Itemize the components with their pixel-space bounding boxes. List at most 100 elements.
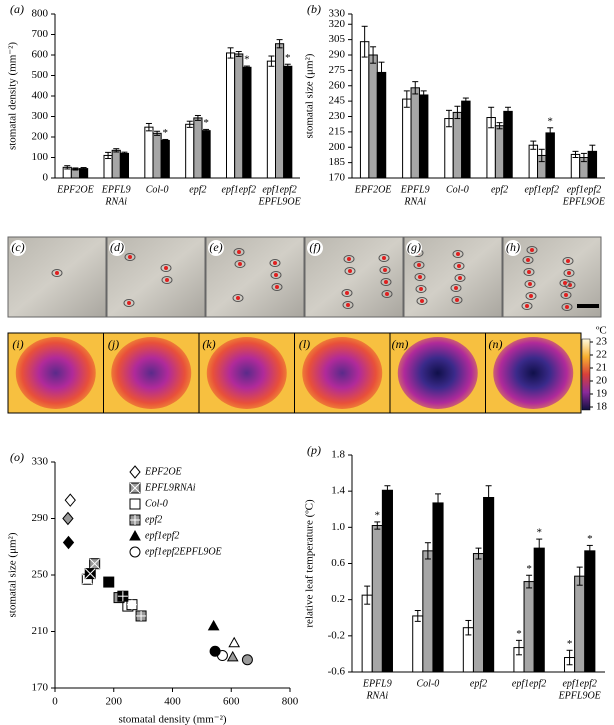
x-tick-label: 800 — [282, 696, 299, 708]
stoma-marker — [456, 252, 460, 256]
significance: * — [163, 127, 169, 139]
x-tick-label: 600 — [223, 696, 240, 708]
error-bar — [454, 105, 461, 120]
y-tick-label: 290 — [32, 512, 49, 524]
stoma-marker — [565, 305, 569, 309]
y-tick-label: 200 — [32, 131, 49, 143]
point — [241, 654, 253, 666]
bar — [359, 41, 370, 179]
stoma-marker — [384, 280, 388, 284]
bar — [152, 132, 162, 179]
point-group — [126, 599, 138, 611]
error-bar — [80, 167, 87, 171]
stoma-marker — [348, 269, 352, 273]
stoma-marker — [455, 298, 459, 302]
panel-label: (i) — [12, 337, 23, 351]
stoma — [562, 257, 574, 265]
stoma-marker — [238, 262, 242, 266]
x-tick-label: EPFL9OE — [562, 196, 605, 207]
y-tick-label: 215 — [329, 125, 346, 137]
x-tick-label: epf2 — [470, 678, 487, 689]
stoma — [454, 274, 466, 282]
y-tick-label: -0.6 — [328, 666, 346, 678]
y-tick-label: 330 — [329, 8, 346, 20]
x-tick-label: epf1epf2 — [512, 678, 546, 689]
y-axis-label: stomatal density (mm⁻²) — [7, 42, 19, 150]
error-bar — [485, 485, 492, 510]
point-group — [64, 493, 76, 507]
error-bar — [268, 55, 275, 67]
legend-label: epf1epf2EPFL9OE — [145, 546, 222, 557]
legend-label: epf1epf2 — [145, 530, 179, 541]
bar — [185, 123, 195, 179]
y-tick-label: 290 — [329, 49, 346, 61]
error-bar — [276, 39, 283, 49]
stoma-marker — [417, 263, 421, 267]
error-bar — [203, 128, 210, 133]
legend-symbol — [129, 546, 141, 558]
error-bar — [235, 51, 242, 57]
stoma-marker — [164, 266, 168, 270]
stoma-marker — [420, 299, 424, 303]
stoma-marker — [563, 281, 567, 285]
point-group — [89, 558, 101, 570]
point — [207, 619, 220, 631]
rosette — [111, 337, 192, 409]
bar — [226, 52, 236, 179]
y-tick-label: 330 — [32, 456, 49, 468]
error-bar — [243, 65, 250, 70]
panel-label: (n) — [489, 337, 503, 351]
stoma — [269, 259, 281, 267]
y-tick-label: 185 — [329, 156, 346, 168]
point-group — [84, 568, 96, 580]
panel-label: (l) — [299, 337, 310, 351]
stoma — [522, 256, 534, 264]
y-tick-label: 1.8 — [331, 449, 345, 461]
panel-label: (o) — [10, 450, 24, 464]
point — [64, 493, 76, 507]
significance: * — [285, 52, 291, 64]
stoma — [234, 260, 246, 268]
stoma — [451, 296, 463, 304]
stoma — [413, 261, 425, 269]
bar — [368, 54, 378, 179]
stoma — [561, 303, 573, 311]
legend-label: epf2 — [145, 514, 162, 525]
rosette — [397, 337, 478, 409]
point-group — [62, 535, 75, 550]
significance: * — [526, 563, 532, 575]
stoma — [161, 276, 173, 284]
stoma — [271, 283, 283, 291]
stoma-marker — [568, 283, 572, 287]
stoma — [233, 248, 245, 256]
error-bar — [538, 148, 545, 163]
point-group — [117, 590, 129, 602]
x-tick-label: RNAi — [403, 196, 426, 207]
marker-cross — [129, 482, 141, 494]
stoma — [341, 289, 353, 297]
bar — [412, 615, 424, 673]
label-bg — [406, 240, 422, 256]
stoma-marker — [273, 261, 277, 265]
x-tick-label: epf1epf2 — [262, 184, 296, 195]
error-bar — [64, 165, 71, 170]
bar — [444, 118, 454, 179]
error-bar — [403, 90, 410, 108]
panel-label: (j) — [108, 337, 119, 351]
legend-symbol — [129, 465, 141, 479]
bar — [371, 525, 383, 673]
bar — [361, 594, 373, 673]
stoma-marker — [165, 278, 169, 282]
significance: * — [516, 628, 522, 640]
error-bar — [121, 151, 128, 156]
stoma-marker — [419, 287, 423, 291]
stoma — [563, 269, 575, 277]
y-tick-label: 400 — [32, 90, 49, 102]
panel-label: (k) — [202, 337, 215, 351]
error-bar — [445, 109, 452, 128]
label-bg — [10, 240, 26, 256]
stoma-marker — [566, 259, 570, 263]
significance: * — [375, 509, 381, 521]
stoma — [526, 246, 538, 254]
